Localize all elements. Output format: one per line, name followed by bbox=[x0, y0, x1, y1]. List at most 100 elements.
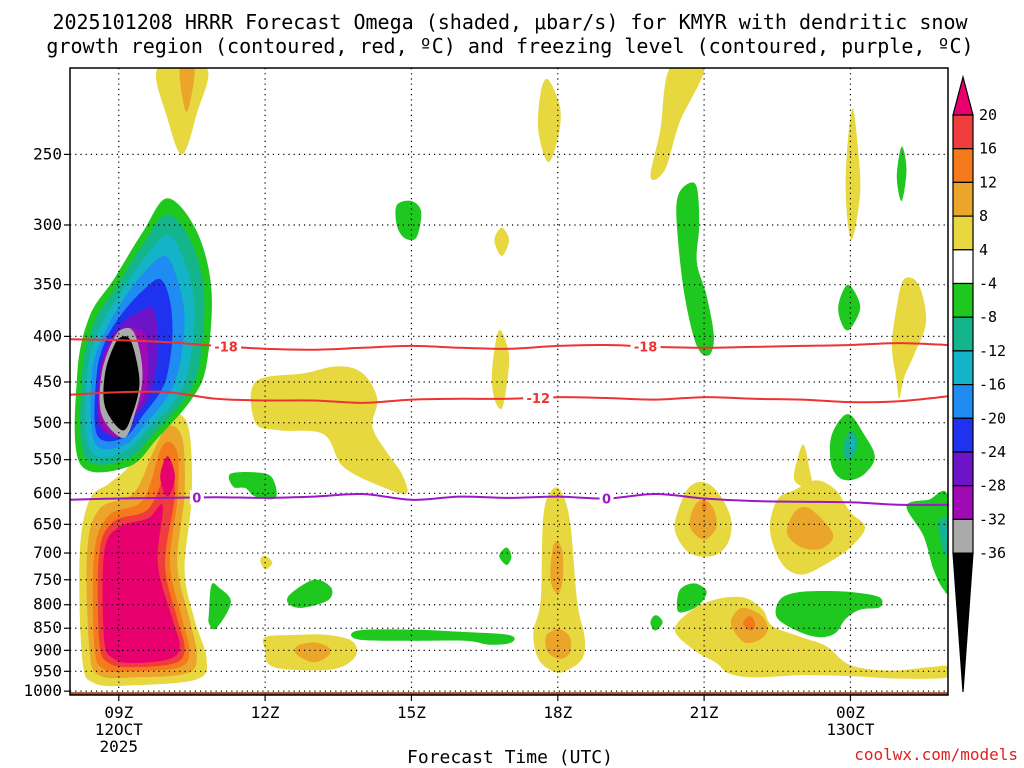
colorbar-bottom-arrow bbox=[952, 552, 974, 693]
omega-region bbox=[287, 579, 333, 608]
omega-region bbox=[208, 583, 232, 630]
colorbar-label: -4 bbox=[979, 275, 997, 293]
contour-label: 0 bbox=[192, 491, 201, 506]
ground-surface bbox=[70, 692, 948, 695]
x-tick-label: 15Z bbox=[397, 703, 426, 722]
colorbar-swatch bbox=[952, 384, 974, 419]
colorbar-label: -20 bbox=[979, 409, 1006, 427]
y-tick-label: 850 bbox=[33, 618, 62, 637]
colorbar-label: -28 bbox=[979, 477, 1006, 495]
y-tick-label: 750 bbox=[33, 570, 62, 589]
omega-region bbox=[160, 456, 175, 497]
colorbar-swatch bbox=[952, 316, 974, 352]
y-tick-label: 700 bbox=[33, 543, 62, 562]
omega-region bbox=[550, 541, 564, 594]
y-axis: 250 300 350 400 450 500 550 600 650 700 750 800 850 9… bbox=[23, 144, 70, 700]
omega-region bbox=[351, 629, 515, 645]
colorbar-swatch bbox=[952, 417, 974, 453]
colorbar-swatch bbox=[952, 249, 974, 285]
y-tick-label: 450 bbox=[33, 372, 62, 391]
colorbar-swatch bbox=[952, 518, 974, 554]
contour-lines: -18 -18 -12 0 0 bbox=[70, 338, 948, 507]
omega-region bbox=[294, 642, 331, 663]
chart-title-line-2: growth region (contoured, red, ºC) and f… bbox=[46, 34, 973, 58]
omega-region bbox=[103, 336, 140, 431]
colorbar-top-arrow bbox=[952, 74, 974, 116]
x-tick-date: 12OCT bbox=[95, 720, 144, 739]
omega-region bbox=[676, 182, 714, 356]
colorbar-swatch bbox=[952, 148, 974, 183]
x-tick-label: 12Z bbox=[251, 703, 280, 722]
omega-region bbox=[906, 490, 948, 594]
omega-region bbox=[849, 438, 855, 450]
y-tick-label: 950 bbox=[33, 661, 62, 680]
omega-region bbox=[775, 591, 883, 638]
colorbar-label: -8 bbox=[979, 308, 997, 326]
colorbar-swatch bbox=[952, 215, 974, 251]
x-tick-label: 00Z bbox=[836, 703, 865, 722]
omega-region bbox=[545, 628, 572, 659]
colorbar-label: -36 bbox=[979, 544, 1006, 562]
colorbar-label: -24 bbox=[979, 443, 1006, 461]
chart-title-line-1: 2025101208 HRRR Forecast Omega (shaded, … bbox=[52, 10, 968, 34]
y-tick-label: 550 bbox=[33, 450, 62, 469]
x-tick-date: 13OCT bbox=[826, 720, 875, 739]
y-tick-label: 300 bbox=[33, 215, 62, 234]
x-tick-year: 2025 bbox=[100, 737, 139, 756]
omega-region bbox=[650, 68, 705, 180]
omega-region bbox=[260, 555, 273, 570]
credit-text: coolwx.com/models bbox=[854, 745, 1018, 764]
colorbar-swatch bbox=[952, 485, 974, 521]
omega-region bbox=[179, 68, 195, 112]
colorbar-swatch bbox=[952, 350, 974, 386]
omega-region bbox=[743, 616, 756, 631]
omega-region bbox=[250, 366, 408, 494]
grid-lines bbox=[70, 68, 948, 695]
omega-region bbox=[156, 68, 209, 155]
y-tick-label: 250 bbox=[33, 144, 62, 163]
x-tick-label: 21Z bbox=[690, 703, 719, 722]
y-tick-label: 1000 bbox=[23, 681, 62, 700]
contour-label-bg bbox=[599, 491, 614, 506]
omega-region bbox=[537, 78, 561, 163]
omega-shading bbox=[74, 68, 948, 687]
colorbar-swatch bbox=[952, 114, 974, 150]
x-tick-label: 09Z bbox=[104, 703, 133, 722]
contour-label: 0 bbox=[602, 492, 611, 507]
x-axis-title: Forecast Time (UTC) bbox=[407, 747, 613, 768]
y-tick-label: 400 bbox=[33, 326, 62, 345]
colorbar-label: 16 bbox=[979, 140, 997, 158]
contour-label: -12 bbox=[527, 392, 551, 407]
contour--12C bbox=[70, 390, 948, 404]
colorbar-label: -12 bbox=[979, 342, 1006, 360]
omega-region bbox=[102, 504, 180, 663]
colorbar-label: 8 bbox=[979, 207, 988, 225]
y-tick-label: 500 bbox=[33, 413, 62, 432]
colorbar-label: 20 bbox=[979, 106, 997, 124]
omega-region bbox=[793, 444, 813, 488]
colorbar-swatch bbox=[952, 282, 974, 318]
omega-region bbox=[838, 284, 861, 331]
plot-area: -18 -18 -12 0 0 bbox=[70, 68, 948, 695]
omega-region bbox=[494, 227, 509, 256]
colorbar: 20 16 12 8 4 -4 -8 -12 -16 -20 -24 -28 -32 -36 bbox=[952, 74, 1006, 693]
colorbar-label: -32 bbox=[979, 510, 1006, 528]
contour-label-bg bbox=[630, 339, 661, 354]
omega-region bbox=[491, 329, 510, 410]
omega-region bbox=[395, 200, 422, 241]
omega-region bbox=[786, 507, 834, 550]
y-tick-label: 900 bbox=[33, 640, 62, 659]
y-tick-label: 600 bbox=[33, 483, 62, 502]
colorbar-swatch bbox=[952, 451, 974, 487]
y-tick-label: 800 bbox=[33, 595, 62, 614]
omega-region bbox=[228, 472, 277, 500]
x-tick-label: 18Z bbox=[543, 703, 572, 722]
contour-0C bbox=[70, 492, 948, 506]
y-tick-label: 650 bbox=[33, 514, 62, 533]
omega-region bbox=[938, 516, 948, 556]
omega-region bbox=[650, 615, 663, 631]
omega-region bbox=[891, 277, 927, 399]
omega-region bbox=[845, 108, 861, 240]
